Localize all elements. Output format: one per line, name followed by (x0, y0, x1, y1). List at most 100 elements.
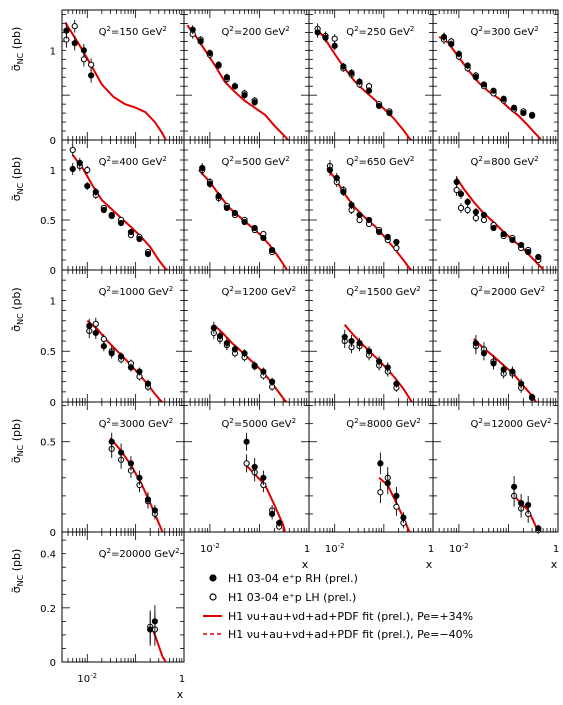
panel-9: 0 0.5 1 Q2=1000 GeV2 (40, 269, 185, 409)
data-point-rh (464, 198, 471, 206)
data-point-rh (144, 380, 152, 387)
y-axis-labels: σ̃NC (pb) σ̃NC (pb) σ̃NC (pb) σ̃NC (pb) σ̃NC… (10, 27, 25, 594)
data-point-rh (525, 248, 532, 256)
data-point-rh (455, 50, 463, 58)
data-point-rh (136, 368, 143, 375)
panel-q2-label: Q2=8000 GeV2 (346, 417, 421, 430)
data-point-rh (509, 236, 516, 244)
legend-label: H1 03-04 e⁺p LH (prel.) (228, 591, 356, 604)
y-tick-label: 0.5 (40, 438, 56, 449)
panel-16: Q2=12000 GeV2 (432, 401, 559, 534)
panel-q2-label: Q2=150 GeV2 (99, 25, 167, 38)
data-point-rh (144, 496, 152, 503)
data-point-rh (117, 219, 125, 227)
data-point-rh (117, 353, 125, 360)
x-tick-label: 10-2 (449, 542, 469, 555)
data-point-rh (518, 380, 525, 387)
data-point-rh (100, 343, 107, 350)
data-point-rh (269, 510, 276, 518)
legend-marker (209, 593, 217, 601)
y-tick-label: 0 (50, 528, 56, 539)
data-point-rh (472, 74, 479, 81)
data-point-rh (210, 324, 217, 331)
panel-q2-label: Q2=500 GeV2 (222, 155, 290, 168)
fit-curve-pe-minus40 (64, 22, 167, 141)
data-point-rh (276, 519, 283, 527)
panel-11: Q2=1500 GeV2 (308, 269, 434, 403)
y-axis-label: σ̃NC (pb) (10, 27, 25, 72)
y-axis-label: σ̃NC (pb) (10, 419, 25, 464)
legend-entry: H1 νu+au+νd+ad+PDF fit (prel.), Pe=−40% (203, 628, 473, 641)
data-point-rh (384, 233, 391, 241)
data-point-rh (144, 250, 152, 258)
data-point-rh (108, 350, 115, 357)
y-tick-label: 0.5 (40, 216, 56, 227)
x-axis-labels: 10-2 1 x 10-2 1 x 10-2 1 x 10-2 1 x (77, 542, 559, 701)
data-point-rh (215, 192, 222, 200)
data-point-lh (453, 186, 460, 194)
data-point-rh (151, 618, 158, 625)
data-point-rh (535, 525, 542, 532)
panel-4: Q2=300 GeV2 (432, 9, 559, 141)
data-point-rh (440, 33, 448, 40)
x-axis-label: x (426, 558, 433, 571)
data-point-rh (356, 78, 363, 85)
data-point-rh (127, 460, 135, 467)
data-point-rh (206, 180, 214, 188)
data-point-rh (314, 29, 321, 36)
fit-curve-pe-minus40 (344, 324, 413, 403)
data-point-rh (147, 626, 154, 633)
panel-14: Q2=5000 GeV2 (183, 401, 310, 533)
data-point-rh (117, 449, 125, 456)
data-point-rh (377, 460, 384, 467)
fit-curve-pe-minus40 (456, 177, 544, 270)
data-point-rh (464, 62, 471, 69)
panel-10: Q2=1200 GeV2 (183, 269, 310, 403)
data-point-lh (377, 489, 384, 496)
data-point-rh (92, 329, 99, 337)
panel-13: 0 0.5 Q2=3000 GeV2 (40, 401, 185, 539)
data-point-rh (348, 201, 355, 209)
data-point-rh (509, 368, 516, 375)
panel-q2-label: Q2=12000 GeV2 (471, 417, 552, 430)
data-point-rh (269, 378, 276, 385)
data-point-rh (260, 368, 267, 375)
data-point-rh (500, 95, 507, 102)
data-point-rh (322, 34, 329, 41)
x-tick-label: 10-2 (200, 542, 220, 555)
data-point-rh (386, 110, 393, 117)
data-point-rh (223, 204, 230, 212)
panel-q2-label: Q2=20000 GeV2 (99, 547, 180, 560)
legend-label: H1 νu+au+νd+ad+PDF fit (prel.), Pe=+34% (228, 610, 473, 623)
data-point-rh (500, 230, 507, 238)
panel-q2-label: Q2=1500 GeV2 (346, 285, 421, 298)
y-axis-label: σ̃NC (pb) (10, 287, 25, 332)
data-point-rh (348, 69, 355, 76)
data-point-rh (108, 438, 115, 445)
data-point-rh (356, 211, 363, 219)
data-point-rh (375, 358, 383, 365)
y-axis-label: σ̃NC (pb) (10, 549, 25, 594)
data-point-lh (71, 23, 78, 30)
data-point-rh (472, 208, 479, 216)
panel-15: Q2=8000 GeV2 (308, 401, 434, 533)
data-point-lh (84, 166, 91, 174)
data-point-rh (480, 350, 488, 357)
y-tick-label: 1 (50, 166, 56, 177)
panel-12: Q2=2000 GeV2 (432, 269, 559, 403)
x-tick-label: 1 (428, 544, 434, 555)
data-point-rh (92, 188, 99, 196)
data-point-rh (88, 72, 95, 79)
data-point-rh (63, 27, 70, 34)
data-point-rh (251, 99, 258, 106)
data-point-rh (348, 337, 355, 345)
panel-5: 0 0.5 1 Q2=400 GeV2 (40, 139, 185, 277)
data-point-rh (356, 340, 363, 347)
y-tick-label: 0 (50, 266, 56, 277)
data-point-lh (69, 146, 76, 154)
panel-2: Q2=200 GeV2 (183, 9, 310, 141)
legend-label: H1 νu+au+νd+ad+PDF fit (prel.), Pe=−40% (228, 628, 473, 641)
fit-curve-pe-plus34 (198, 169, 288, 271)
data-point-rh (448, 40, 455, 48)
